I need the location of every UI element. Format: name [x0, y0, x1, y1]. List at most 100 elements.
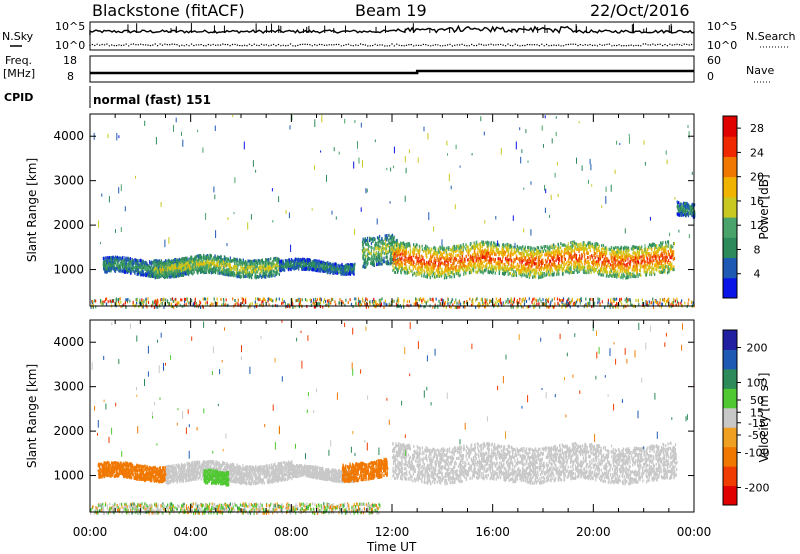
backscatter-cell	[328, 262, 331, 266]
backscatter-cell	[185, 260, 187, 264]
nsearch-point	[169, 44, 171, 46]
ground-scatter-cell	[147, 300, 150, 304]
backscatter-cell	[361, 248, 364, 252]
backscatter-cell	[245, 270, 248, 274]
backscatter-cell	[323, 265, 325, 269]
backscatter-cell	[382, 249, 384, 253]
backscatter-cell	[391, 237, 393, 241]
ground-scatter-cell	[424, 305, 426, 309]
backscatter-cell	[338, 271, 340, 275]
ground-scatter-cell	[235, 301, 237, 305]
backscatter-cell	[273, 258, 275, 262]
backscatter-cell	[137, 263, 139, 267]
backscatter-cell	[330, 270, 332, 273]
nsearch-point	[584, 44, 586, 46]
ground-scatter-cell	[260, 303, 263, 307]
ground-scatter-cell	[200, 306, 202, 309]
backscatter-cell	[163, 270, 166, 274]
backscatter-cell	[312, 264, 314, 268]
ground-scatter-cell	[115, 297, 117, 301]
backscatter-cell	[374, 243, 376, 247]
backscatter-cell	[285, 264, 287, 268]
ground-scatter-cell	[652, 297, 654, 301]
nsearch-point	[280, 45, 282, 47]
backscatter-cell	[207, 265, 209, 269]
nsearch-point	[142, 44, 144, 46]
ground-scatter-cell	[291, 298, 293, 302]
nsearch-point	[458, 44, 461, 46]
ground-scatter-cell	[523, 299, 526, 303]
backscatter-cell	[185, 269, 187, 273]
nsearch-tick-top: 10^5	[707, 20, 737, 33]
ground-scatter-cell	[259, 298, 261, 302]
backscatter-cell	[364, 257, 366, 261]
nsearch-point	[275, 45, 277, 47]
backscatter-cell	[232, 259, 234, 263]
backscatter-cell	[237, 271, 239, 275]
backscatter-cell	[156, 264, 158, 268]
ground-scatter-cell	[537, 299, 539, 303]
backscatter-cell	[389, 255, 391, 258]
ground-scatter-cell	[617, 305, 619, 309]
ground-scatter-cell	[184, 300, 186, 304]
ground-scatter-cell	[513, 300, 515, 304]
backscatter-cell	[332, 269, 334, 273]
backscatter-cell	[134, 269, 136, 273]
backscatter-cell	[307, 261, 309, 265]
backscatter-cell	[383, 252, 386, 256]
backscatter-cell	[374, 253, 376, 257]
backscatter-cell	[166, 260, 168, 264]
ground-scatter-cell	[135, 298, 137, 302]
ground-scatter-cell	[548, 297, 550, 301]
backscatter-cell	[106, 270, 108, 274]
backscatter-cell	[282, 262, 284, 266]
ground-scatter-cell	[117, 298, 119, 302]
ground-scatter-cell	[645, 302, 647, 306]
backscatter-cell	[230, 259, 232, 263]
backscatter-cell	[262, 260, 264, 264]
backscatter-cell	[632, 255, 634, 259]
ground-scatter-cell	[620, 297, 622, 301]
ground-scatter-cell	[415, 297, 417, 301]
backscatter-cell	[248, 270, 250, 274]
ground-scatter-cell	[484, 305, 486, 309]
nsearch-point	[140, 43, 142, 45]
ground-scatter-cell	[192, 302, 194, 306]
backscatter-cell	[139, 264, 141, 268]
backscatter-cell	[378, 256, 381, 260]
backscatter-cell	[350, 267, 353, 271]
nsearch-point	[671, 44, 673, 46]
ground-scatter-cell	[675, 303, 677, 307]
backscatter-cell	[388, 241, 391, 245]
ground-scatter-cell	[159, 298, 162, 302]
backscatter-cell	[162, 261, 164, 265]
backscatter-cell	[135, 268, 138, 272]
nsearch-point	[446, 44, 449, 46]
backscatter-cell	[449, 267, 451, 270]
backscatter-cell	[155, 260, 157, 264]
ground-scatter-cell	[415, 300, 417, 304]
ground-scatter-cell	[359, 300, 361, 304]
backscatter-cell	[125, 258, 127, 261]
ground-scatter-cell	[205, 297, 207, 301]
nsearch-point	[558, 44, 560, 46]
nsearch-point	[376, 44, 379, 46]
ground-scatter-cell	[477, 302, 480, 306]
backscatter-cell	[272, 259, 274, 263]
backscatter-cell	[164, 276, 166, 280]
backscatter-cell	[257, 270, 259, 274]
backscatter-cell	[185, 266, 187, 270]
backscatter-cell	[386, 243, 388, 247]
backscatter-cell	[110, 267, 112, 271]
backscatter-cell	[574, 268, 576, 272]
ground-scatter-cell	[548, 305, 550, 309]
backscatter-cell	[239, 262, 241, 266]
nsearch-point	[396, 43, 398, 45]
backscatter-cell	[623, 248, 625, 252]
ground-scatter-cell	[320, 301, 322, 305]
backscatter-cell	[175, 263, 177, 267]
ground-scatter-cell	[533, 306, 535, 309]
backscatter-cell	[366, 236, 369, 240]
backscatter-cell	[599, 254, 601, 258]
backscatter-cell	[351, 271, 353, 275]
